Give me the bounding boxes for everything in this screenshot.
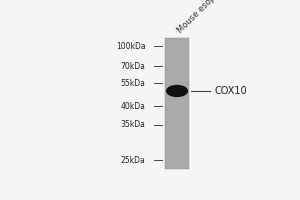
Text: Mouse esophagus: Mouse esophagus bbox=[175, 0, 235, 35]
Text: 40kDa: 40kDa bbox=[121, 102, 146, 111]
Text: 70kDa: 70kDa bbox=[121, 62, 146, 71]
Ellipse shape bbox=[166, 85, 188, 97]
Text: 35kDa: 35kDa bbox=[121, 120, 146, 129]
Text: 55kDa: 55kDa bbox=[121, 79, 146, 88]
Text: COX10: COX10 bbox=[214, 86, 247, 96]
Text: 100kDa: 100kDa bbox=[116, 42, 146, 51]
Text: 25kDa: 25kDa bbox=[121, 156, 146, 165]
FancyBboxPatch shape bbox=[165, 38, 189, 169]
